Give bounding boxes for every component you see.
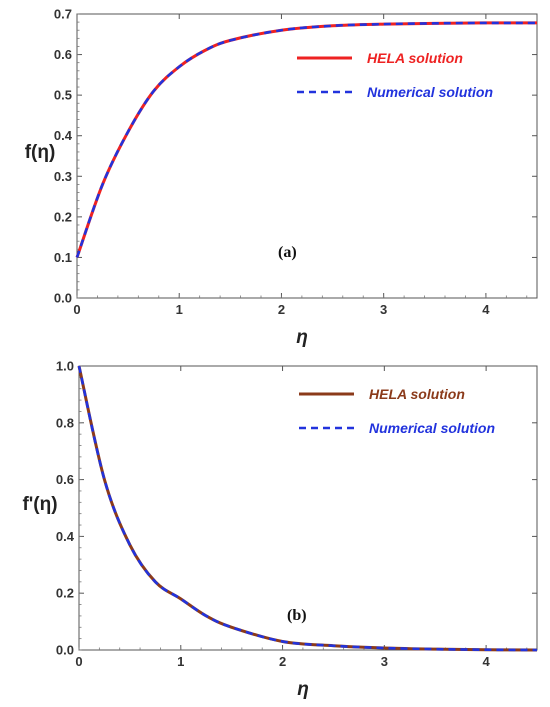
x-tick-label: 2 xyxy=(278,302,285,317)
y-tick-label: 0.3 xyxy=(54,169,72,184)
x-tick-label: 0 xyxy=(75,654,82,669)
x-axis-label: η xyxy=(296,327,308,348)
y-tick-label: 0.4 xyxy=(54,128,73,143)
x-tick-label: 1 xyxy=(177,654,184,669)
series-line-2 xyxy=(75,21,538,258)
y-tick-label: 0.0 xyxy=(56,643,74,658)
y-tick-label: 0.8 xyxy=(56,415,74,430)
y-axis-label: f'(η) xyxy=(22,494,57,515)
y-tick-label: 0.4 xyxy=(56,529,75,544)
legend-label-1: HELA solution xyxy=(369,386,465,402)
y-tick-label: 0.1 xyxy=(54,250,72,265)
legend-label-2: Numerical solution xyxy=(369,420,495,436)
x-axis-label: η xyxy=(297,679,309,700)
y-tick-label: 0.2 xyxy=(54,209,72,224)
series-line-2 xyxy=(77,365,538,652)
y-tick-label: 0.0 xyxy=(54,291,72,306)
x-tick-label: 3 xyxy=(380,302,387,317)
y-tick-label: 0.5 xyxy=(54,88,72,103)
chart-panel-1: 0 1 2 3 4 0.0 0.1 0.2 0.3 0.4 0.5 0.6 0.7 HELA soluti… xyxy=(25,7,538,348)
x-tick-label: 1 xyxy=(176,302,183,317)
x-tick-label: 2 xyxy=(279,654,286,669)
series-line-1 xyxy=(77,365,538,652)
legend-label-2: Numerical solution xyxy=(367,84,493,100)
y-tick-label: 0.7 xyxy=(54,7,72,22)
x-tick-label: 3 xyxy=(381,654,388,669)
x-tick-label: 4 xyxy=(482,654,490,669)
y-tick-label: 0.6 xyxy=(54,47,72,62)
chart-panel-2: 0 1 2 3 4 0.0 0.2 0.4 0.6 0.8 1.0 HELA solution Nume… xyxy=(22,359,538,700)
plot-frame xyxy=(76,13,538,299)
y-tick-label: 0.6 xyxy=(56,472,74,487)
x-tick-label: 0 xyxy=(73,302,80,317)
plot-frame xyxy=(78,365,538,651)
legend-label-1: HELA solution xyxy=(367,50,463,66)
y-tick-label: 1.0 xyxy=(56,359,74,374)
y-axis-label: f(η) xyxy=(25,142,56,163)
y-tick-label: 0.2 xyxy=(56,586,74,601)
panel-label: (b) xyxy=(287,607,307,624)
x-tick-label: 4 xyxy=(482,302,490,317)
panel-label: (a) xyxy=(278,244,297,261)
